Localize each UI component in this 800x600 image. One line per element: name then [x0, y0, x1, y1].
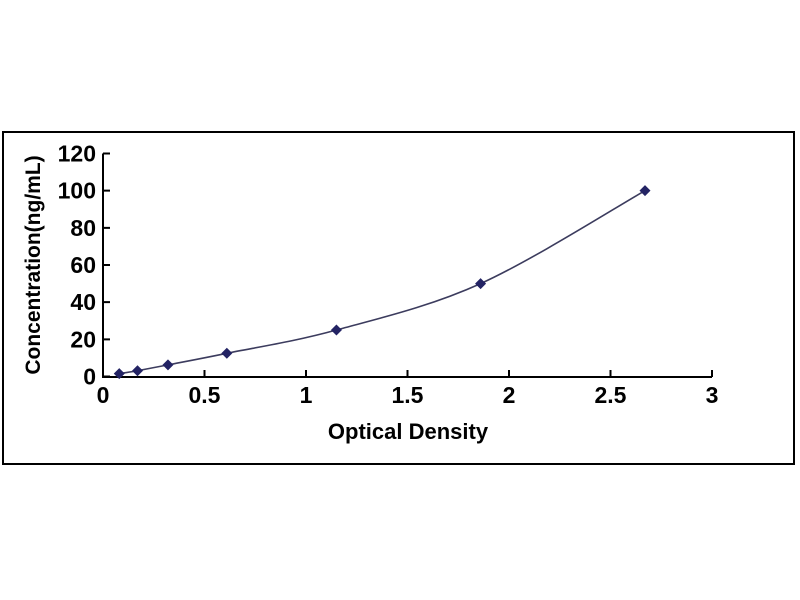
x-tick-label: 1.5: [392, 382, 424, 408]
data-point-marker: [639, 185, 651, 197]
y-tick-label: 120: [58, 141, 96, 167]
data-series: [113, 185, 651, 380]
x-tick-label: 0: [97, 382, 110, 408]
data-point-marker: [113, 368, 125, 380]
axis-lines-and-ticks: [102, 152, 713, 378]
x-tick-label: 0.5: [189, 382, 221, 408]
y-tick-label: 60: [70, 252, 96, 278]
x-axis-title: Optical Density: [328, 419, 489, 444]
x-tick-label: 2.5: [595, 382, 627, 408]
y-tick-label: 100: [58, 178, 96, 204]
data-point-marker: [132, 365, 144, 377]
y-tick-label: 40: [70, 289, 96, 315]
standard-curve-chart: 0 0.5 1 1.5 2 2.5 3 0 20 40 60 80 100 120 Optical Den…: [22, 141, 719, 445]
y-axis-title: Concentration(ng/mL): [22, 155, 45, 374]
standard-curve-figure: 0 0.5 1 1.5 2 2.5 3 0 20 40 60 80 100 120 Optical Den…: [2, 131, 795, 465]
data-point-marker: [330, 324, 342, 336]
x-tick-label: 2: [503, 382, 516, 408]
data-point-marker: [221, 347, 233, 359]
y-tick-label: 0: [83, 364, 96, 390]
data-point-marker: [162, 359, 174, 371]
standard-curve-line: [119, 190, 646, 375]
y-tick-label: 20: [70, 326, 96, 352]
x-tick-label: 1: [300, 382, 313, 408]
y-tick-label: 80: [70, 215, 96, 241]
x-tick-label: 3: [706, 382, 719, 408]
data-point-marker: [475, 278, 487, 290]
axes: [102, 152, 713, 378]
tick-labels: 0 0.5 1 1.5 2 2.5 3 0 20 40 60 80 100 120: [58, 141, 719, 409]
